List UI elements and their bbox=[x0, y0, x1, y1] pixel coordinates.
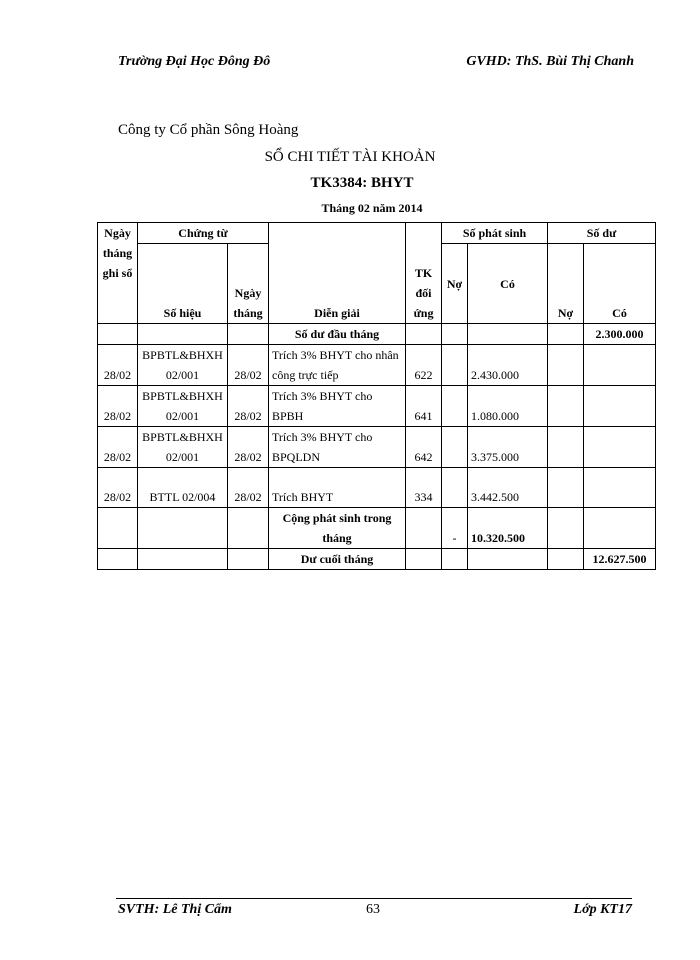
table-cell bbox=[583, 344, 656, 386]
table-cell: 334 bbox=[405, 467, 442, 508]
table-cell: 1.080.000 bbox=[467, 385, 548, 427]
table-cell: 28/02 bbox=[97, 344, 138, 386]
table-cell bbox=[547, 426, 584, 468]
table-cell: 28/02 bbox=[97, 385, 138, 427]
col-voucher: Chứng từ bbox=[137, 222, 269, 244]
table-cell: BPBTL&BHXH 02/001 bbox=[137, 385, 228, 427]
col-ps-debit: Nợ bbox=[441, 243, 468, 324]
closing-row: Dư cuối tháng 12.627.500 bbox=[97, 548, 656, 570]
table-row: 28/02 BPBTL&BHXH 02/001 28/02 Trích 3% BHYT… bbox=[97, 344, 656, 386]
table-cell bbox=[547, 467, 584, 508]
footer-class: Lớp KT17 bbox=[573, 902, 632, 917]
table-cell: 28/02 bbox=[97, 467, 138, 508]
table-cell: BPBTL&BHXH 02/001 bbox=[137, 426, 228, 468]
table-cell: 641 bbox=[405, 385, 442, 427]
col-ps: Số phát sinh bbox=[441, 222, 548, 244]
table-cell: 28/02 bbox=[227, 385, 269, 427]
table-cell bbox=[441, 467, 468, 508]
col-tk: TK đối ứng bbox=[405, 222, 442, 324]
table-cell: 28/02 bbox=[227, 467, 269, 508]
col-no: Số hiệu bbox=[137, 243, 228, 324]
ledger-table: Ngày tháng ghi sổ Chứng từ Diễn giải TK … bbox=[97, 222, 656, 570]
table-cell bbox=[441, 344, 468, 386]
table-cell bbox=[547, 385, 584, 427]
account-title: TK3384: BHYT bbox=[310, 175, 414, 191]
page-title: SỔ CHI TIẾT TÀI KHOẢN bbox=[264, 149, 436, 165]
col-desc: Diễn giải bbox=[268, 222, 406, 324]
table-row: 28/02 BTTL 02/004 28/02 Trích BHYT 334 3.442.… bbox=[97, 467, 656, 508]
footer-divider bbox=[116, 898, 632, 899]
table-cell bbox=[583, 467, 656, 508]
period: Tháng 02 năm 2014 bbox=[321, 201, 423, 215]
header-advisor: GVHD: ThS. Bùi Thị Chanh bbox=[466, 54, 634, 69]
header-school: Trường Đại Học Đông Đô bbox=[118, 54, 271, 69]
table-cell: Trích 3% BHYT cho BPQLDN bbox=[268, 426, 406, 468]
table-cell bbox=[441, 426, 468, 468]
table-cell: 3.442.500 bbox=[467, 467, 548, 508]
col-ps-credit: Có bbox=[467, 243, 548, 324]
col-vdate: Ngày tháng bbox=[227, 243, 269, 324]
col-sd-debit: Nợ bbox=[547, 243, 584, 324]
table-row: 28/02 BPBTL&BHXH 02/001 28/02 Trích 3% BHYT… bbox=[97, 385, 656, 427]
table-cell: 28/02 bbox=[227, 426, 269, 468]
total-row: Cộng phát sinh trong tháng - 10.320.500 bbox=[97, 507, 656, 549]
table-cell: Trích 3% BHYT cho BPBH bbox=[268, 385, 406, 427]
page-number: 63 bbox=[366, 902, 380, 917]
table-cell: Trích 3% BHYT cho nhân công trực tiếp bbox=[268, 344, 406, 386]
footer-student: SVTH: Lê Thị Cẩm bbox=[118, 902, 232, 917]
table-cell: 622 bbox=[405, 344, 442, 386]
company-name: Công ty Cổ phần Sông Hoàng bbox=[118, 122, 299, 138]
table-cell: 2.430.000 bbox=[467, 344, 548, 386]
table-cell: Trích BHYT bbox=[268, 467, 406, 508]
col-sd-credit: Có bbox=[583, 243, 656, 324]
table-cell: 642 bbox=[405, 426, 442, 468]
table-cell: 3.375.000 bbox=[467, 426, 548, 468]
table-cell: BTTL 02/004 bbox=[137, 467, 228, 508]
opening-row: Số dư đầu tháng 2.300.000 bbox=[97, 323, 656, 345]
table-cell bbox=[441, 385, 468, 427]
table-cell bbox=[547, 344, 584, 386]
table-row: 28/02 BPBTL&BHXH 02/001 28/02 Trích 3% BHYT… bbox=[97, 426, 656, 468]
col-sd: Số dư bbox=[547, 222, 656, 244]
table-cell bbox=[583, 385, 656, 427]
table-cell: 28/02 bbox=[227, 344, 269, 386]
table-cell: 28/02 bbox=[97, 426, 138, 468]
table-cell: BPBTL&BHXH 02/001 bbox=[137, 344, 228, 386]
table-cell bbox=[583, 426, 656, 468]
col-date: Ngày tháng ghi sổ bbox=[97, 222, 138, 324]
